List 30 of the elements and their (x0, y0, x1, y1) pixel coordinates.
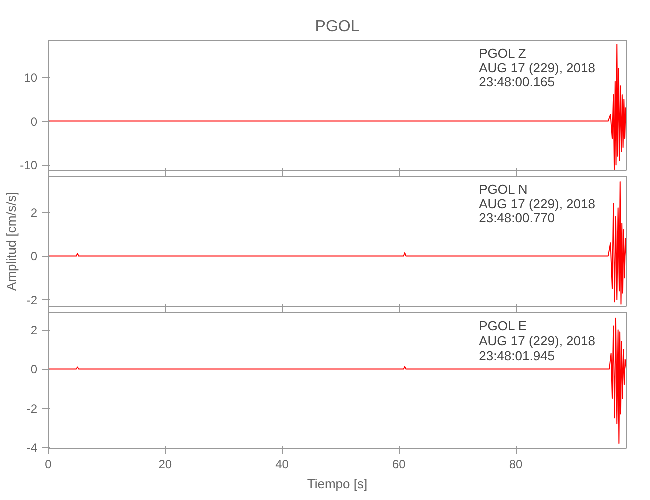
y-tick-label: 10 (24, 70, 38, 85)
y-tick-label: 2 (30, 324, 38, 338)
y-tick-label: 0 (30, 362, 38, 377)
annotation: AUG 17 (229), 2018 (479, 60, 596, 76)
annotation: AUG 17 (229), 2018 (479, 334, 596, 349)
annotation: AUG 17 (229), 2018 (479, 196, 596, 212)
annotation: PGOL Z (479, 46, 526, 61)
line-series (48, 318, 626, 444)
x-tick-label: 60 (392, 458, 406, 472)
y-tick-label: -2 (26, 402, 38, 416)
y-tick-label: 2 (30, 206, 38, 220)
line-series (48, 44, 626, 170)
annotation: PGOL N (479, 182, 528, 197)
x-tick-label: 20 (158, 458, 172, 472)
y-axis-title: Amplitud [cm/s/s] (4, 192, 19, 291)
x-tick-label: 0 (45, 458, 52, 472)
y-tick-label: 0 (30, 114, 38, 129)
x-tick-label: 40 (276, 458, 290, 472)
annotation: PGOL E (479, 318, 528, 334)
y-tick-label: -10 (20, 158, 38, 173)
annotation: 23:48:01.945 (479, 348, 556, 364)
line-series (48, 181, 626, 305)
annotation: 23:48:00.770 (479, 210, 556, 226)
y-tick-label: 0 (30, 250, 38, 264)
chart-title: PGOL (315, 18, 360, 36)
x-axis-title: Tiempo [s] (307, 476, 368, 492)
y-tick-label: -4 (26, 441, 38, 456)
annotation: 23:48:00.165 (479, 74, 556, 90)
x-tick-label: 80 (509, 458, 524, 472)
y-tick-label: -2 (26, 293, 38, 308)
